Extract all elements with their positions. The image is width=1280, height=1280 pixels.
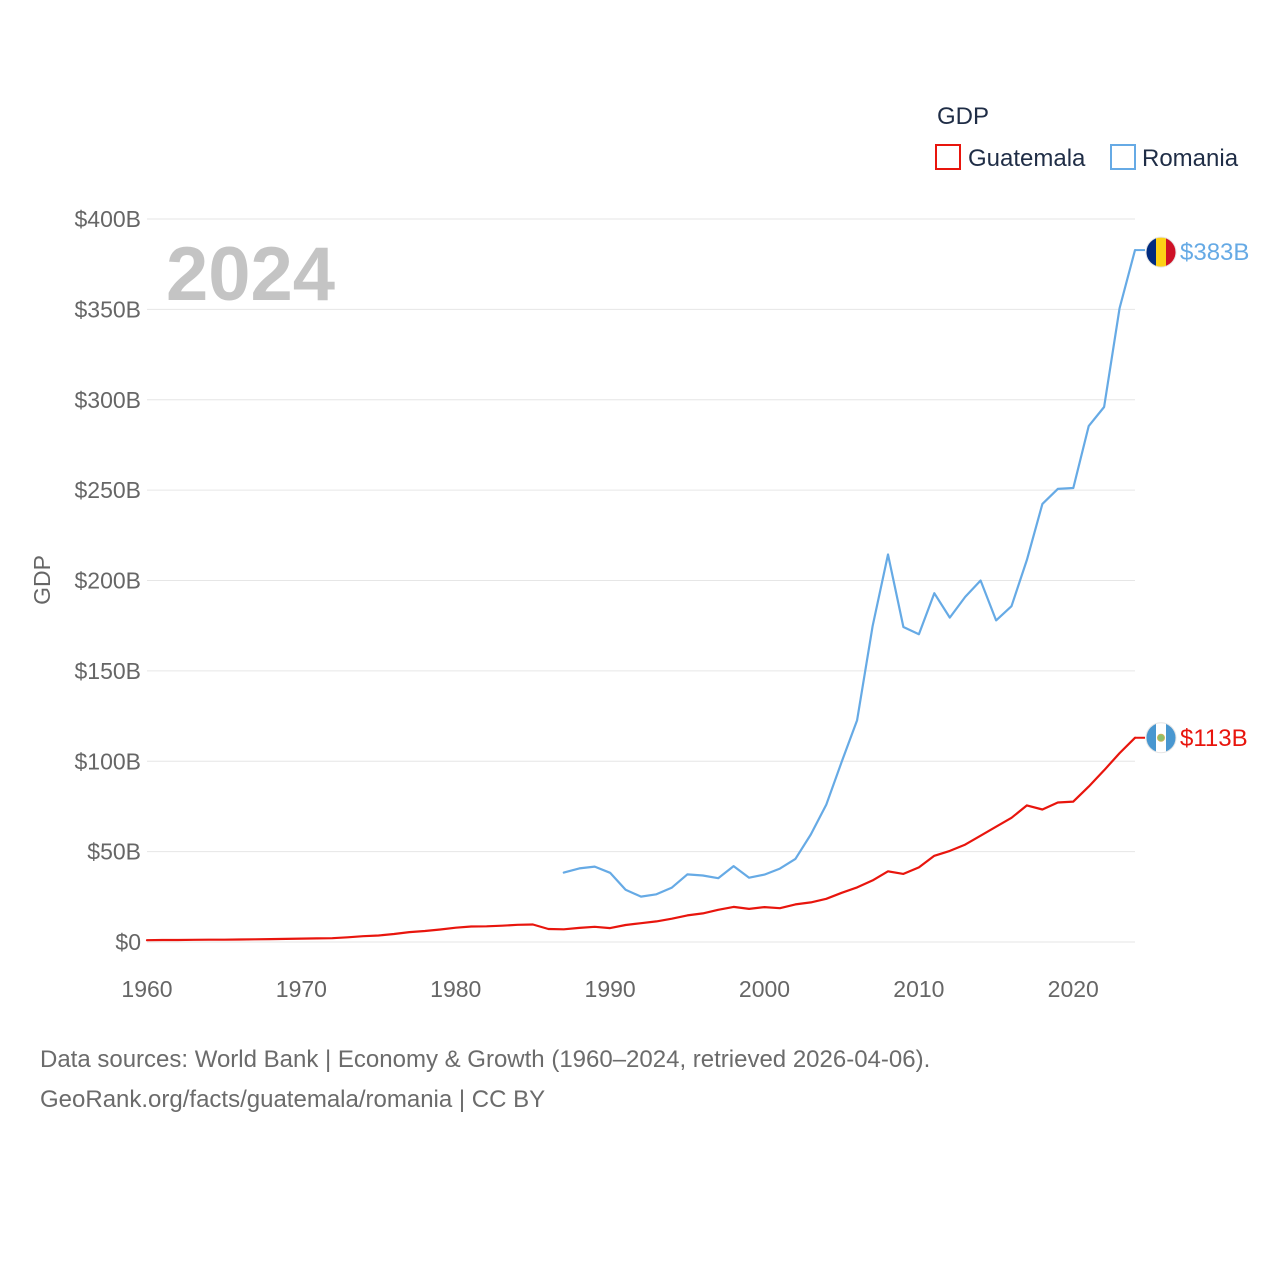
legend-item-guatemala[interactable]: Guatemala xyxy=(935,144,1086,172)
romania-flag-icon xyxy=(1145,236,1177,268)
y-tick-label: $150B xyxy=(74,658,141,684)
guatemala-flag-icon xyxy=(1145,722,1177,754)
x-tick-label: 2010 xyxy=(893,976,944,1002)
series-line-romania[interactable] xyxy=(562,249,1137,898)
legend-label-guatemala: Guatemala xyxy=(968,145,1086,172)
y-tick-label: $400B xyxy=(74,206,141,232)
y-tick-label: $350B xyxy=(74,296,141,322)
legend-item-romania[interactable]: Romania xyxy=(1110,144,1239,172)
legend-swatch-guatemala xyxy=(935,144,961,170)
legend-label-romania: Romania xyxy=(1142,145,1239,172)
x-tick-label: 1970 xyxy=(276,976,327,1002)
legend: GDP Guatemala Romania xyxy=(935,103,1239,172)
y-tick-label: $0 xyxy=(115,929,141,955)
series-line-guatemala[interactable] xyxy=(145,736,1137,942)
y-axis-ticks: $0 $50B $100B $150B $200B $250B $300B $350B $400… xyxy=(74,206,141,955)
data-sources-text: Data sources: World Bank | Economy & Gro… xyxy=(40,1046,931,1073)
attribution-link[interactable]: GeoRank.org/facts/guatemala/romania | CC… xyxy=(40,1086,546,1113)
x-tick-label: 2000 xyxy=(739,976,790,1002)
legend-title: GDP xyxy=(937,103,989,130)
year-watermark: 2024 xyxy=(166,232,335,317)
y-tick-label: $50B xyxy=(87,839,141,865)
x-tick-label: 2020 xyxy=(1048,976,1099,1002)
series-lines xyxy=(145,249,1137,942)
y-axis-title: GDP xyxy=(29,555,55,605)
gridlines xyxy=(147,218,1135,943)
x-axis-ticks: 1960 1970 1980 1990 2000 2010 2020 xyxy=(121,976,1098,1002)
y-tick-label: $300B xyxy=(74,387,141,413)
x-tick-label: 1980 xyxy=(430,976,481,1002)
y-tick-label: $100B xyxy=(74,748,141,774)
end-value-label-guatemala: $113B xyxy=(1180,725,1248,752)
x-tick-label: 1960 xyxy=(121,976,172,1002)
x-tick-label: 1990 xyxy=(585,976,636,1002)
footer: Data sources: World Bank | Economy & Gro… xyxy=(40,1040,930,1120)
y-tick-label: $250B xyxy=(74,477,141,503)
y-tick-label: $200B xyxy=(74,568,141,594)
end-value-label-romania: $383B xyxy=(1180,239,1249,266)
end-labels: $113B $383B xyxy=(1135,236,1249,754)
legend-swatch-romania xyxy=(1110,144,1136,170)
